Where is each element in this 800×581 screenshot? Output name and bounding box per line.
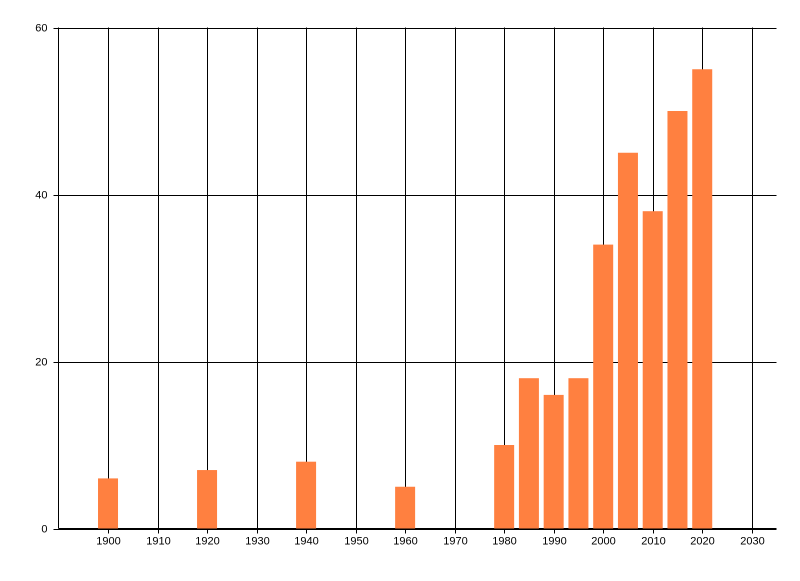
bar: [98, 478, 119, 529]
y-tick-label: 60: [35, 22, 47, 34]
x-tick-label: 1930: [245, 535, 269, 547]
x-tick-label: 1970: [443, 535, 467, 547]
bar: [642, 211, 663, 529]
x-tick-label: 1950: [344, 535, 368, 547]
y-tick-label: 0: [41, 523, 47, 535]
x-tick-label: 1910: [146, 535, 170, 547]
x-tick-label: 1920: [195, 535, 219, 547]
x-tick-label: 2020: [690, 535, 714, 547]
bar: [296, 461, 317, 529]
y-tick-label: 20: [35, 356, 47, 368]
x-tick-label: 1980: [492, 535, 516, 547]
bar: [692, 69, 713, 529]
bar: [568, 378, 589, 529]
x-tick-label: 2030: [740, 535, 764, 547]
bar: [667, 111, 688, 529]
x-tick-label: 2000: [591, 535, 615, 547]
x-tick-label: 1960: [393, 535, 417, 547]
bar: [617, 152, 638, 529]
x-tick-label: 1990: [542, 535, 566, 547]
bar: [543, 394, 564, 529]
bar: [518, 378, 539, 529]
bar: [593, 244, 614, 529]
x-tick-label: 1900: [96, 535, 120, 547]
y-tick-label: 40: [35, 189, 47, 201]
x-tick-label: 2010: [641, 535, 665, 547]
x-tick-label: 1940: [294, 535, 318, 547]
bar: [494, 445, 515, 529]
bar: [395, 486, 416, 529]
bar: [197, 470, 218, 529]
